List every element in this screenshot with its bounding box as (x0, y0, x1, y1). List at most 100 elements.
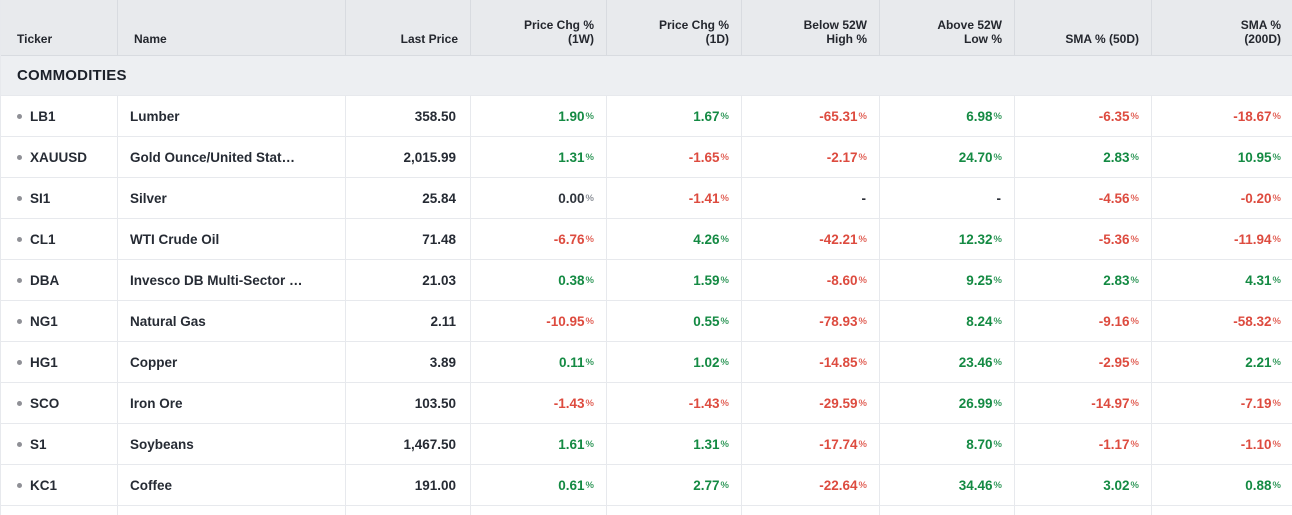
name-cell[interactable]: WTI Crude Oil (118, 219, 346, 259)
ticker-cell[interactable]: SCO (1, 383, 118, 423)
ticker-cell[interactable]: XAUUSD (1, 137, 118, 177)
column-header-last-price[interactable]: Last Price (346, 0, 471, 55)
ticker-label: XAUUSD (30, 149, 88, 165)
metric-cell: -6.35% (1015, 96, 1152, 136)
name-cell[interactable]: Invesco DB Multi-Sector … (118, 260, 346, 300)
table-row[interactable]: CL1 WTI Crude Oil 71.48 -6.76% 4.26% -42.21% 1… (1, 219, 1292, 260)
metric-value: -4.56 (1098, 190, 1130, 206)
column-header-ticker[interactable]: Ticker (1, 0, 118, 55)
metric-cell: 2.77% (607, 465, 742, 505)
metric-cell: -1.17% (1015, 424, 1152, 464)
metric-cell: 12.32% (880, 219, 1015, 259)
metric-value: 0.61 (558, 477, 585, 493)
metric-cell: 24.70% (880, 137, 1015, 177)
section-title: COMMODITIES (17, 67, 127, 84)
metric-cell: 2.83% (1015, 137, 1152, 177)
percent-suffix: % (858, 151, 867, 163)
metric-cell: - (742, 178, 880, 218)
table-row[interactable]: NG1 Natural Gas 2.11 -10.95% 0.55% -78.93% 8.2… (1, 301, 1292, 342)
ticker-cell[interactable]: DBA (1, 260, 118, 300)
last-price-cell: 71.48 (346, 219, 471, 259)
name-cell[interactable]: Soybeans (118, 424, 346, 464)
table-row[interactable]: LB1 Lumber 358.50 1.90% 1.67% -65.31% 6.98% -6.… (1, 96, 1292, 137)
metric-cell: 26.99% (880, 383, 1015, 423)
column-header-price-chg-1w[interactable]: Price Chg % (1W) (471, 0, 607, 55)
column-header-price-chg-1d[interactable]: Price Chg % (1D) (607, 0, 742, 55)
metric-cell: -18.67% (1152, 96, 1292, 136)
table-row[interactable]: S1 Soybeans 1,467.50 1.61% 1.31% -17.74% 8.70%… (1, 424, 1292, 465)
ticker-cell[interactable]: SI1 (1, 178, 118, 218)
percent-suffix: % (720, 274, 729, 286)
ticker-cell[interactable]: S1 (1, 424, 118, 464)
ticker-label: DBA (30, 272, 60, 288)
metric-value: -14.85 (819, 354, 858, 370)
ticker-label: SI1 (30, 190, 51, 206)
metric-value: 6.98 (966, 108, 993, 124)
column-header-sma-200d[interactable]: SMA % (200D) (1240, 18, 1281, 46)
ticker-cell[interactable]: KC1 (1, 465, 118, 505)
metric-value: -9.16 (1098, 313, 1130, 329)
metric-value: -14.97 (1091, 395, 1130, 411)
metric-value: 0.38 (558, 272, 585, 288)
name-cell[interactable]: Silver (118, 178, 346, 218)
percent-suffix: % (720, 438, 729, 450)
percent-suffix: % (858, 233, 867, 245)
percent-suffix: % (720, 151, 729, 163)
column-header-sma-50d[interactable]: SMA % (50D) (1015, 0, 1152, 55)
percent-suffix: % (1130, 315, 1139, 327)
table-row[interactable]: KC1 Coffee 191.00 0.61% 2.77% -22.64% 34.46% 3.… (1, 465, 1292, 506)
name-cell[interactable]: Gold Ounce/United Stat… (118, 137, 346, 177)
ticker-bullet-icon (17, 113, 22, 119)
name-cell[interactable]: Natural Gas (118, 301, 346, 341)
metric-cell: 1.02% (607, 342, 742, 382)
percent-suffix: % (720, 192, 729, 204)
metric-cell: 23.46% (880, 342, 1015, 382)
metric-cell: 8.24% (880, 301, 1015, 341)
metric-cell: -10.95% (471, 301, 607, 341)
metric-cell: -29.59% (742, 383, 880, 423)
column-header-below-52w-high[interactable]: Below 52W High % (742, 0, 880, 55)
table-row[interactable]: DBA Invesco DB Multi-Sector … 21.03 0.38% 1.… (1, 260, 1292, 301)
percent-suffix: % (858, 356, 867, 368)
ticker-cell[interactable]: NG1 (1, 301, 118, 341)
percent-suffix: % (993, 315, 1002, 327)
percent-suffix: % (585, 192, 594, 204)
name-cell[interactable]: Copper (118, 342, 346, 382)
ticker-cell[interactable]: LB1 (1, 96, 118, 136)
percent-suffix: % (720, 397, 729, 409)
name-cell[interactable]: Coffee (118, 465, 346, 505)
name-cell[interactable]: Iron Ore (118, 383, 346, 423)
percent-suffix: % (1130, 151, 1139, 163)
ticker-cell[interactable]: HG1 (1, 342, 118, 382)
metric-value: -5.36 (1098, 231, 1130, 247)
column-header-name[interactable]: Name (118, 0, 346, 55)
metric-cell: 0.88% (1152, 465, 1292, 505)
ticker-bullet-icon (17, 195, 22, 201)
column-header-above-52w-low[interactable]: Above 52W Low % (880, 0, 1015, 55)
metric-value: -8.60 (826, 272, 858, 288)
name-cell[interactable]: Lumber (118, 96, 346, 136)
metric-cell: 1.59% (607, 260, 742, 300)
percent-suffix: % (1272, 233, 1281, 245)
metric-value: -1.10 (1240, 436, 1272, 452)
metric-cell: -1.65% (607, 137, 742, 177)
ticker-cell[interactable]: CL1 (1, 219, 118, 259)
metric-cell: 8.70% (880, 424, 1015, 464)
metric-value: -78.93 (819, 313, 858, 329)
percent-suffix: % (858, 315, 867, 327)
section-header-commodities[interactable]: COMMODITIES (1, 56, 1292, 96)
table-row[interactable]: HG1 Copper 3.89 0.11% 1.02% -14.85% 23.46% -2.9… (1, 342, 1292, 383)
metric-value: -2.17 (826, 149, 858, 165)
metric-value: 1.67 (693, 108, 720, 124)
metric-value: 2.83 (1103, 149, 1130, 165)
metric-value: 0.11 (559, 354, 585, 370)
table-row[interactable]: SCO Iron Ore 103.50 -1.43% -1.43% -29.59% 26.9… (1, 383, 1292, 424)
table-row[interactable]: XAUUSD Gold Ounce/United Stat… 2,015.99 1.3… (1, 137, 1292, 178)
metric-value: 9.25 (966, 272, 993, 288)
metric-value: 23.46 (958, 354, 993, 370)
percent-suffix: % (993, 151, 1002, 163)
percent-suffix: % (1272, 315, 1281, 327)
percent-suffix: % (993, 397, 1002, 409)
ticker-label: CL1 (30, 231, 56, 247)
table-row[interactable]: SI1 Silver 25.84 0.00% -1.41% - - -4.56% -0.20% (1, 178, 1292, 219)
